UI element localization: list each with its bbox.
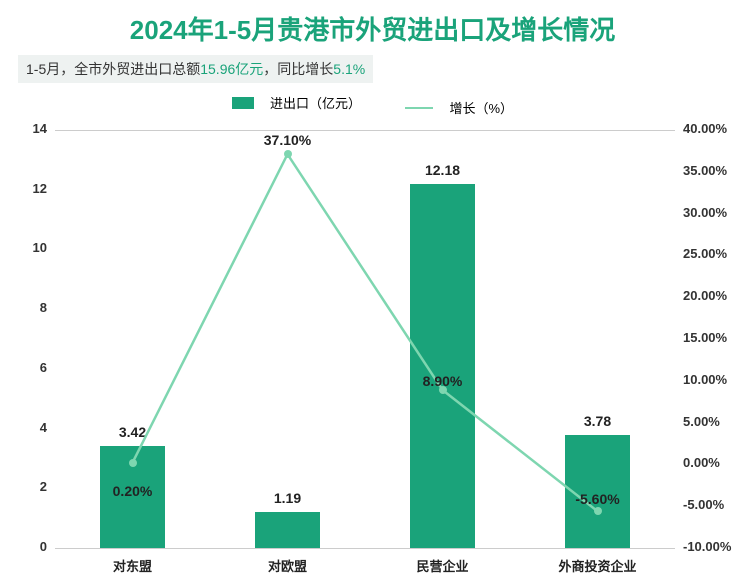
legend-item-bar: 进出口（亿元）	[222, 93, 371, 112]
y-right-tick: 20.00%	[683, 288, 727, 303]
line-value-label: 8.90%	[423, 373, 463, 389]
y-left-tick: 12	[0, 181, 47, 196]
legend-label-line: 增长（%）	[449, 98, 513, 117]
x-category-label: 外商投资企业	[520, 556, 675, 575]
y-right-tick: 15.00%	[683, 330, 727, 345]
plot-area: 02468101214-10.00%-5.00%0.00%5.00%10.00%…	[55, 130, 675, 548]
line-value-label: -5.60%	[575, 491, 619, 507]
y-right-tick: 35.00%	[683, 163, 727, 178]
legend-label-bar: 进出口（亿元）	[270, 93, 361, 112]
y-right-tick: 5.00%	[683, 414, 720, 429]
y-left-tick: 2	[0, 479, 47, 494]
y-right-tick: 25.00%	[683, 246, 727, 261]
x-category-label: 民营企业	[365, 556, 520, 575]
legend-swatch-bar	[232, 97, 254, 109]
chart-area: 02468101214-10.00%-5.00%0.00%5.00%10.00%…	[0, 130, 745, 548]
subtitle-value-2: 5.1%	[333, 61, 365, 77]
y-left-tick: 0	[0, 539, 47, 554]
line-value-label: 0.20%	[113, 483, 153, 499]
y-left-tick: 14	[0, 121, 47, 136]
y-left-tick: 8	[0, 300, 47, 315]
y-right-tick: -5.00%	[683, 497, 724, 512]
legend-item-line: 增长（%）	[395, 98, 523, 117]
subtitle-box: 1-5月，全市外贸进出口总额15.96亿元，同比增长5.1%	[18, 55, 373, 83]
y-right-tick: 0.00%	[683, 455, 720, 470]
y-right-tick: -10.00%	[683, 539, 731, 554]
subtitle-mid: ，同比增长	[263, 61, 333, 77]
y-left-tick: 6	[0, 360, 47, 375]
y-left-tick: 4	[0, 420, 47, 435]
x-category-label: 对欧盟	[210, 556, 365, 575]
y-right-tick: 10.00%	[683, 372, 727, 387]
y-right-tick: 30.00%	[683, 205, 727, 220]
line-marker	[129, 459, 137, 467]
legend-swatch-line	[405, 107, 433, 109]
plot-baseline	[55, 548, 675, 549]
legend: 进出口（亿元） 增长（%）	[0, 93, 745, 117]
line-value-label: 37.10%	[264, 132, 311, 148]
line-marker	[284, 150, 292, 158]
y-left-tick: 10	[0, 240, 47, 255]
y-right-tick: 40.00%	[683, 121, 727, 136]
subtitle-prefix: 1-5月，全市外贸进出口总额	[26, 61, 200, 77]
x-category-label: 对东盟	[55, 556, 210, 575]
line-marker	[594, 507, 602, 515]
chart-title: 2024年1-5月贵港市外贸进出口及增长情况	[0, 0, 745, 47]
subtitle-value-1: 15.96亿元	[200, 61, 263, 77]
